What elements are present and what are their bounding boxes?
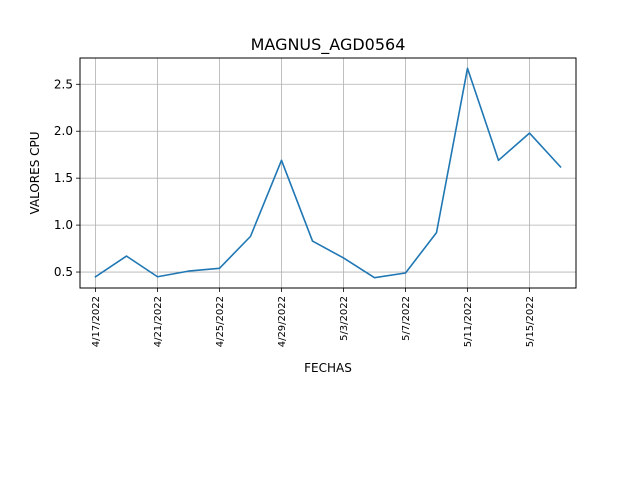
x-axis-label: FECHAS [304,361,352,375]
plot-frame [79,57,577,289]
y-tick-label: 0.5 [54,265,73,279]
x-tick-label: 4/25/2022 [215,296,226,347]
y-tick-label: 1.0 [54,218,73,232]
x-tick-label: 5/11/2022 [463,296,474,347]
series-layer [94,67,562,279]
grid [80,58,576,288]
x-tick-label: 4/29/2022 [277,296,288,347]
y-axis-label: VALORES CPU [28,131,42,214]
series-line-0 [94,67,562,279]
x-tick-label: 4/17/2022 [91,296,102,347]
x-tick-label: 5/3/2022 [339,296,350,341]
chart-title: MAGNUS_AGD0564 [251,35,406,55]
x-tick-label: 4/21/2022 [153,296,164,347]
x-tick-label: 5/15/2022 [525,296,536,347]
x-axis-ticks: 4/17/2022 4/21/2022 4/25/2022 4/29/2022 5/3/… [91,288,536,347]
y-axis-ticks: 0.5 1.0 1.5 2.0 2.5 [54,77,80,279]
x-tick-label: 5/7/2022 [401,296,412,341]
y-tick-label: 2.0 [54,124,73,138]
y-tick-label: 1.5 [54,171,73,185]
y-tick-label: 2.5 [54,77,73,91]
